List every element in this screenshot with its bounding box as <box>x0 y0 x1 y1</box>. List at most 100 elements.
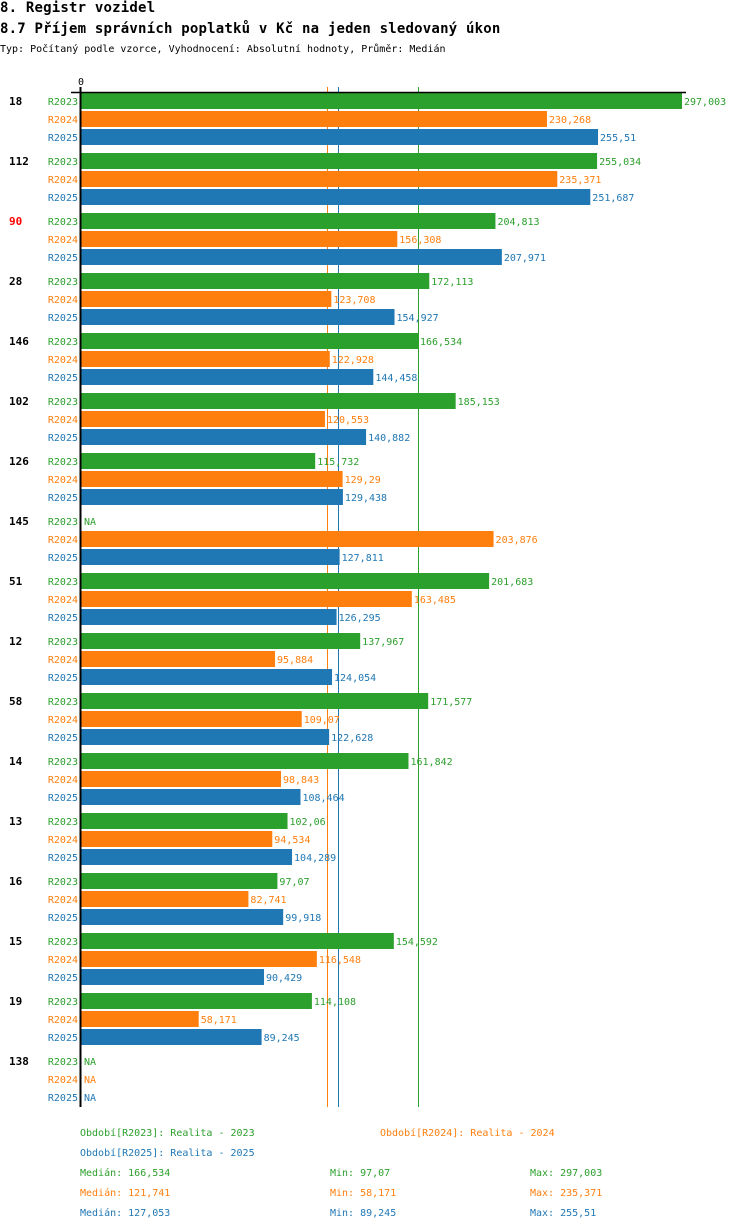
series-label: R2025 <box>48 793 78 804</box>
bar <box>81 771 282 787</box>
series-label: R2024 <box>48 1075 78 1086</box>
data-label: 126,295 <box>339 613 381 624</box>
series-label: R2025 <box>48 913 78 924</box>
group-label: 102 <box>9 395 29 408</box>
bar <box>81 189 591 205</box>
bar <box>81 693 429 709</box>
bar <box>81 609 337 625</box>
data-label: 166,534 <box>420 337 462 348</box>
series-label: R2024 <box>48 295 78 306</box>
series-label: R2023 <box>48 277 78 288</box>
legend-period-r2024: Období[R2024]: Realita - 2024 <box>380 1128 555 1139</box>
bar <box>81 471 343 487</box>
data-label: 156,308 <box>399 235 441 246</box>
series-label: R2023 <box>48 697 78 708</box>
bar <box>81 393 456 409</box>
group-label: 90 <box>9 215 22 228</box>
series-label: R2023 <box>48 157 78 168</box>
data-label: 185,153 <box>458 397 500 408</box>
bar <box>81 213 496 229</box>
series-label: R2025 <box>48 253 78 264</box>
data-label: 124,054 <box>334 673 376 684</box>
data-label: 82,741 <box>250 895 286 906</box>
legend-min-r2023: Min: 97,07 <box>330 1168 391 1179</box>
data-label: 97,07 <box>279 877 309 888</box>
data-label: 137,967 <box>362 637 404 648</box>
series-label: R2025 <box>48 193 78 204</box>
data-label: 255,034 <box>599 157 641 168</box>
series-label: R2025 <box>48 373 78 384</box>
legend-period-r2025: Období[R2025]: Realita - 2025 <box>80 1148 255 1159</box>
group-label: 14 <box>9 755 23 768</box>
series-label: R2025 <box>48 1033 78 1044</box>
data-label: 122,928 <box>332 355 374 366</box>
legend-max-r2023: Max: 297,003 <box>530 1168 603 1179</box>
series-label: R2025 <box>48 553 78 564</box>
data-label: 58,171 <box>201 1015 237 1026</box>
data-label: 99,918 <box>285 913 321 924</box>
bar <box>81 489 343 505</box>
series-label: R2023 <box>48 637 78 648</box>
series-label: R2024 <box>48 355 78 366</box>
group-label: 138 <box>9 1055 29 1068</box>
data-label: 129,29 <box>345 475 381 486</box>
bar <box>81 789 301 805</box>
series-label: R2023 <box>48 457 78 468</box>
group-label: 12 <box>9 635 22 648</box>
data-label: 98,843 <box>283 775 319 786</box>
series-label: R2024 <box>48 1015 78 1026</box>
group-label: 146 <box>9 335 29 348</box>
legend-max-r2025: Max: 255,51 <box>530 1208 597 1219</box>
series-label: R2025 <box>48 433 78 444</box>
bar <box>81 309 395 325</box>
bar <box>81 969 264 985</box>
group-label: 58 <box>9 695 22 708</box>
series-label: R2025 <box>48 733 78 744</box>
group-label: 145 <box>9 515 29 528</box>
data-label: 171,577 <box>430 697 472 708</box>
bar <box>81 891 249 907</box>
data-label: 297,003 <box>684 97 726 108</box>
data-label: 127,811 <box>342 553 384 564</box>
data-label: 114,108 <box>314 997 356 1008</box>
x-tick-label: 0 <box>78 77 84 88</box>
series-label: R2023 <box>48 757 78 768</box>
data-label: 201,683 <box>491 577 533 588</box>
series-label: R2025 <box>48 313 78 324</box>
bar <box>81 933 394 949</box>
data-label: 235,371 <box>559 175 601 186</box>
series-label: R2023 <box>48 997 78 1008</box>
series-label: R2024 <box>48 415 78 426</box>
na-label: NA <box>84 1093 96 1104</box>
bar <box>81 1029 262 1045</box>
bar <box>81 909 284 925</box>
bar <box>81 351 330 367</box>
bar <box>81 591 412 607</box>
data-label: 154,592 <box>396 937 438 948</box>
data-label: 255,51 <box>600 133 636 144</box>
group-label: 18 <box>9 95 22 108</box>
bar <box>81 93 682 109</box>
chart-title: 8.7 Příjem správních poplatků v Kč na je… <box>0 21 501 37</box>
series-label: R2023 <box>48 877 78 888</box>
series-label: R2023 <box>48 337 78 348</box>
data-label: 104,289 <box>294 853 336 864</box>
bar <box>81 333 418 349</box>
bar <box>81 291 332 307</box>
bar <box>81 531 494 547</box>
bar <box>81 429 367 445</box>
data-label: 116,548 <box>319 955 361 966</box>
bar <box>81 153 598 169</box>
bar <box>81 411 325 427</box>
data-label: 154,927 <box>397 313 439 324</box>
data-label: 204,813 <box>497 217 539 228</box>
data-label: 144,458 <box>375 373 417 384</box>
series-label: R2024 <box>48 775 78 786</box>
bar <box>81 249 502 265</box>
series-label: R2024 <box>48 175 78 186</box>
na-label: NA <box>84 517 96 528</box>
bar <box>81 669 333 685</box>
bar <box>81 813 288 829</box>
bar <box>81 831 273 847</box>
series-label: R2024 <box>48 235 78 246</box>
